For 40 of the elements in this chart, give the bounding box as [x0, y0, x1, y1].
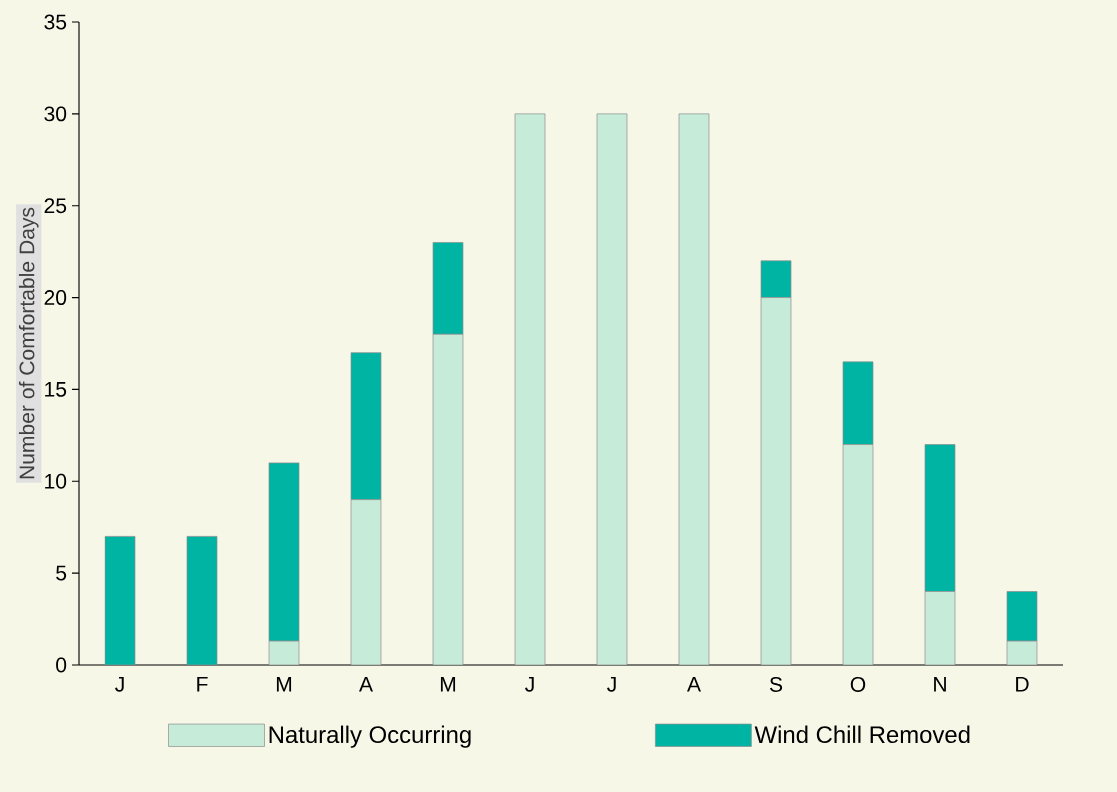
y-tick-label: 35 [44, 14, 67, 30]
bar [760, 297, 792, 665]
x-tick-label: A [687, 677, 701, 692]
bar [432, 333, 464, 665]
y-tick-label: 15 [45, 382, 67, 397]
x-tick-label: O [850, 676, 866, 692]
bar [1006, 591, 1038, 642]
bar [924, 444, 956, 592]
bar [186, 536, 218, 665]
x-tick-label: N [934, 677, 946, 692]
bar [842, 361, 874, 445]
bar [350, 352, 382, 500]
bar [842, 444, 874, 665]
bar [596, 113, 628, 665]
legend-label: Naturally Occurring [269, 725, 471, 748]
bar [432, 242, 464, 335]
x-tick-label: D [1016, 677, 1029, 692]
bar [104, 536, 136, 665]
legend-label: Wind Chill Removed [754, 725, 970, 744]
y-tick-label: 20 [44, 290, 67, 306]
y-tick-label: 10 [45, 473, 67, 489]
bar [924, 591, 956, 665]
bar [514, 113, 546, 665]
x-tick-label: A [359, 677, 373, 692]
bar [268, 462, 300, 642]
bar [350, 499, 382, 665]
bar [760, 260, 792, 298]
y-axis-title: Number of Comfortable Days [18, 207, 39, 479]
y-tick-label: 0 [56, 657, 67, 673]
y-tick-label: 5 [56, 565, 67, 581]
x-tick-label: M [440, 677, 456, 692]
x-tick-label: M [276, 677, 292, 692]
x-tick-label: J [115, 677, 124, 692]
x-tick-label: S [769, 676, 783, 692]
bar [678, 113, 710, 665]
x-tick-label: J [525, 677, 534, 692]
x-tick-label: J [607, 677, 616, 692]
y-tick-label: 30 [44, 106, 67, 122]
x-tick-label: F [197, 677, 208, 692]
y-tick-label: 25 [44, 198, 67, 214]
